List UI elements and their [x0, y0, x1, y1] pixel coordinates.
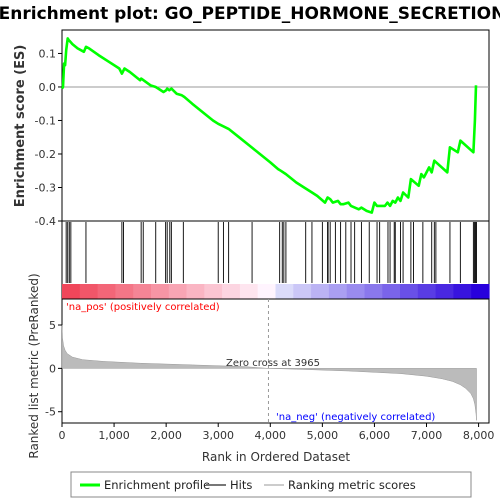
hit-markers — [65, 222, 477, 283]
es-y-tick-label: -0.4 — [35, 215, 56, 228]
rank-y-tick-label: 0 — [49, 362, 56, 375]
chart-title: Enrichment plot: GO_PEPTIDE_HORMONE_SECR… — [0, 4, 500, 24]
color-bar-segment — [471, 284, 490, 299]
color-bar-segment — [239, 284, 259, 299]
x-tick-label: 8,000 — [463, 429, 495, 442]
color-bar-segment — [364, 284, 383, 299]
color-bar-segment — [62, 284, 81, 299]
rank-y-tick-label: -5 — [45, 406, 56, 419]
color-bar-segment — [79, 284, 99, 299]
color-bar-segment — [311, 284, 330, 299]
rank-panel: 50-5 'na_pos' (positively correlated) 'n… — [27, 273, 490, 459]
color-bar-segment — [293, 284, 312, 299]
rank-axis: 5 0 -5 — [45, 319, 62, 419]
rank-y-tick-label: 5 — [49, 319, 56, 332]
rank-plot-frame — [61, 298, 490, 424]
rank-color-bar — [62, 284, 490, 299]
es-axis: 0.1 0.0 -0.1 -0.2 -0.3 -0.4 — [35, 47, 489, 228]
x-tick-label: 6,000 — [359, 429, 391, 442]
zero-cross-label: Zero cross at 3965 — [226, 358, 320, 369]
x-tick-label: 7,000 — [411, 429, 443, 442]
color-bar-segment — [133, 284, 152, 299]
x-tick-label: 5,000 — [307, 429, 339, 442]
es-y-tick-label: 0.1 — [39, 47, 57, 60]
color-bar-segment — [346, 284, 366, 299]
neg-correlated-label: 'na_neg' (negatively correlated) — [276, 412, 435, 423]
color-bar-segment — [400, 284, 419, 299]
legend: Enrichment profile Hits Ranking metric s… — [70, 471, 472, 498]
es-profile-line — [60, 37, 478, 214]
color-bar-segment — [275, 284, 294, 299]
x-tick-label: 1,000 — [98, 429, 130, 442]
es-y-axis-label: Enrichment score (ES) — [13, 45, 28, 208]
x-axis: 0 1,000 2,000 3,000 4,000 5,000 6,000 7,000 8,00… — [59, 423, 495, 442]
x-tick-label: 4,000 — [255, 429, 287, 442]
legend-hits-label: Hits — [230, 478, 252, 492]
es-y-tick-label: -0.1 — [35, 114, 56, 127]
color-bar-segment — [97, 284, 116, 299]
legend-metric-label: Ranking metric scores — [288, 478, 416, 492]
color-bar-segment — [328, 284, 348, 299]
legend-profile-label: Enrichment profile — [104, 478, 210, 492]
color-bar-segment — [417, 284, 437, 299]
hits-panel — [61, 220, 490, 300]
es-y-tick-label: -0.3 — [35, 181, 56, 194]
color-bar-segment — [204, 284, 223, 299]
x-tick-label: 0 — [59, 429, 66, 442]
rank-metric-area — [61, 299, 477, 423]
pos-correlated-label: 'na_pos' (positively correlated) — [66, 302, 220, 313]
rank-metric-fill — [61, 324, 477, 421]
color-bar-segment — [435, 284, 454, 299]
es-panel: 0.1 0.0 -0.1 -0.2 -0.3 -0.4 Enrichment score … — [13, 29, 490, 228]
rank-y-axis-label: Ranked list metric (PreRanked) — [27, 273, 41, 458]
color-bar-segment — [151, 284, 170, 299]
es-y-tick-label: -0.2 — [35, 148, 56, 161]
x-tick-label: 2,000 — [150, 429, 182, 442]
color-bar-segment — [168, 284, 188, 299]
x-tick-label: 3,000 — [202, 429, 234, 442]
color-bar-segment — [382, 284, 401, 299]
es-y-tick-label: 0.0 — [39, 81, 57, 94]
color-bar-segment — [453, 284, 472, 299]
color-bar-segment — [257, 284, 277, 299]
color-bar-segment — [222, 284, 241, 299]
color-bar-segment — [115, 284, 134, 299]
x-axis-label: Rank in Ordered Dataset — [202, 450, 350, 464]
es-curve — [60, 37, 478, 214]
color-bar-segment — [186, 284, 205, 299]
es-plot-frame — [61, 29, 490, 222]
